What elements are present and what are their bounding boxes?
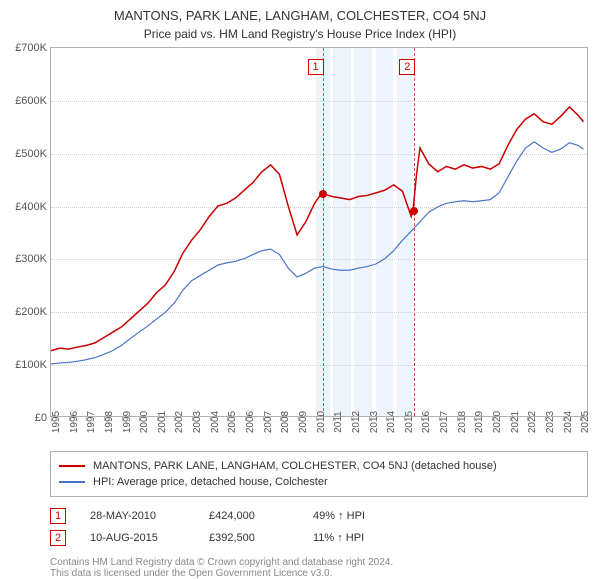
- y-tick-label: £400K: [15, 201, 47, 213]
- legend-swatch: [59, 465, 85, 467]
- transactions-table: 1 28-MAY-2010 £424,000 49% ↑ HPI 2 10-AUG-201…: [50, 505, 588, 549]
- legend-row: HPI: Average price, detached house, Colc…: [59, 474, 579, 490]
- chart-subtitle: Price paid vs. HM Land Registry's House …: [0, 23, 600, 47]
- footnote-line-2: This data is licensed under the Open Gov…: [50, 568, 588, 579]
- transaction-price: £424,000: [209, 510, 289, 522]
- transaction-price: £392,500: [209, 532, 289, 544]
- series-svg: [51, 48, 587, 417]
- callout-badge: 2: [399, 59, 415, 75]
- legend-label: HPI: Average price, detached house, Colc…: [93, 476, 328, 488]
- chart-plot-area: £0£100K£200K£300K£400K£500K£600K£700K199…: [50, 47, 588, 417]
- transaction-date: 10-AUG-2015: [90, 532, 185, 544]
- transaction-badge: 1: [50, 508, 66, 524]
- legend-swatch: [59, 481, 85, 483]
- legend-row: MANTONS, PARK LANE, LANGHAM, COLCHESTER,…: [59, 458, 579, 474]
- y-tick-label: £200K: [15, 306, 47, 318]
- legend-box: MANTONS, PARK LANE, LANGHAM, COLCHESTER,…: [50, 451, 588, 497]
- y-tick-label: £600K: [15, 95, 47, 107]
- transaction-row: 2 10-AUG-2015 £392,500 11% ↑ HPI: [50, 527, 588, 549]
- y-tick-label: £700K: [15, 42, 47, 54]
- transaction-date: 28-MAY-2010: [90, 510, 185, 522]
- footnote-line-1: Contains HM Land Registry data © Crown c…: [50, 557, 588, 568]
- transaction-pct: 11% ↑ HPI: [313, 532, 423, 544]
- legend-label: MANTONS, PARK LANE, LANGHAM, COLCHESTER,…: [93, 460, 497, 472]
- point-marker: [319, 190, 327, 198]
- point-marker: [410, 207, 418, 215]
- y-tick-label: £300K: [15, 253, 47, 265]
- footnote: Contains HM Land Registry data © Crown c…: [50, 557, 588, 579]
- series-line: [51, 107, 583, 351]
- chart-title: MANTONS, PARK LANE, LANGHAM, COLCHESTER,…: [0, 0, 600, 23]
- callout-badge: 1: [308, 59, 324, 75]
- transaction-pct: 49% ↑ HPI: [313, 510, 423, 522]
- transaction-row: 1 28-MAY-2010 £424,000 49% ↑ HPI: [50, 505, 588, 527]
- transaction-badge: 2: [50, 530, 66, 546]
- y-tick-label: £500K: [15, 148, 47, 160]
- y-tick-label: £0: [35, 412, 47, 424]
- series-line: [51, 142, 583, 364]
- y-tick-label: £100K: [15, 359, 47, 371]
